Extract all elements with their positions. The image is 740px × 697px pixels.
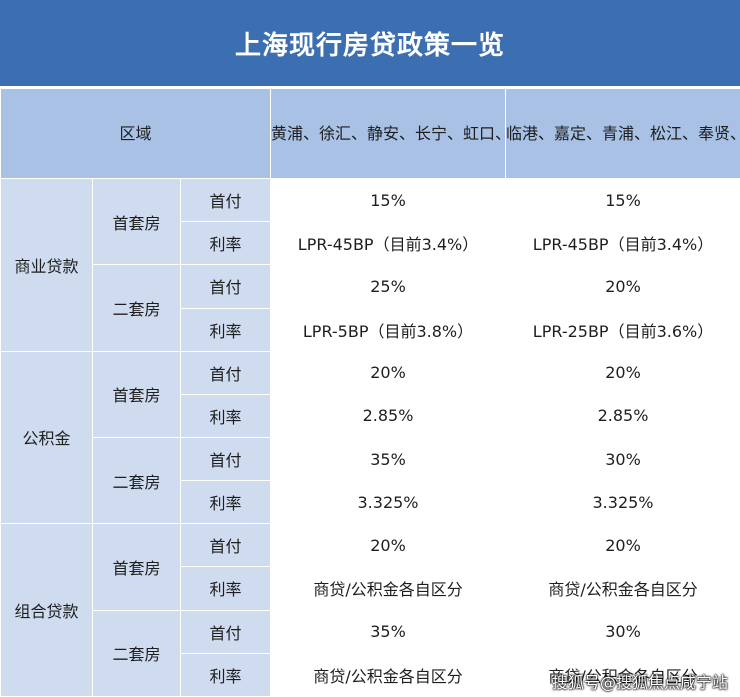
table-row: 二套房 首付 35% 30%: [1, 609, 740, 697]
row-label: 利率: [179, 221, 272, 266]
policy-table: 区域 黄浦、徐汇、静安、长宁、虹口、普陀、杨浦、闵行、崇明、浦东（除临港外） 临…: [0, 87, 740, 697]
group-label: 二套房: [92, 436, 181, 525]
value-cell-col1: 3.325%: [270, 480, 507, 525]
watermark: 搜狐号@搜狐焦点咸宁站: [551, 673, 728, 692]
header-col1: 黄浦、徐汇、静安、长宁、虹口、普陀、杨浦、闵行、崇明、浦东（除临港外）: [270, 87, 507, 180]
row-label: 利率: [179, 393, 272, 438]
row-label: 首付: [179, 178, 272, 223]
value-cell-col2: 商贷/公积金各自区分: [505, 566, 740, 611]
value-cell-col2: 2.85%: [505, 393, 740, 438]
row-label: 首付: [179, 264, 272, 309]
row-label: 利率: [179, 566, 272, 611]
value-cell-col1: LPR-45BP（目前3.4%）: [270, 221, 507, 266]
value-cell-col2: 20%: [505, 264, 740, 309]
row-label: 利率: [179, 480, 272, 525]
group-label: 二套房: [92, 609, 181, 697]
category-label: 公积金: [0, 350, 93, 525]
value-cell-col2: LPR-45BP（目前3.4%）: [505, 221, 740, 266]
value-cell-col2: 30%: [505, 436, 740, 482]
header-col2: 临港、嘉定、青浦、松江、奉贤、宝山、金山: [505, 87, 740, 180]
group-label: 二套房: [92, 264, 181, 352]
category-label: 组合贷款: [0, 523, 93, 697]
header-region: 区域: [0, 87, 272, 180]
value-cell-col1: 35%: [270, 436, 507, 482]
value-cell-col1: LPR-5BP（目前3.8%）: [270, 307, 507, 352]
group-label: 首套房: [92, 178, 181, 266]
value-cell-col2: LPR-25BP（目前3.6%）: [505, 307, 740, 352]
value-cell-col2: 30%: [505, 609, 740, 654]
value-cell-col1: 15%: [270, 178, 507, 223]
value-cell-col1: 商贷/公积金各自区分: [270, 566, 507, 611]
table-row: 二套房 首付 25% 20%: [1, 264, 740, 352]
table-row: 组合贷款 首套房 首付 20% 20%: [0, 523, 740, 697]
table-row: 利率 3.325% 3.325%: [1, 480, 740, 525]
value-cell-col1: 商贷/公积金各自区分: [270, 652, 507, 697]
table-row: 二套房 首付 35% 30%: [1, 436, 740, 525]
row-label: 首付: [179, 609, 272, 654]
value-cell-col1: 20%: [270, 350, 507, 395]
value-cell-col1: 25%: [270, 264, 507, 309]
row-label: 利率: [179, 652, 272, 697]
group-label: 首套房: [92, 350, 181, 438]
value-cell-col2: 商贷/公积金各自区分: [505, 652, 740, 697]
table-row: 利率 LPR-5BP（目前3.8%） LPR-25BP（目前3.6%）: [1, 307, 740, 352]
table-row: 利率 商贷/公积金各自区分 商贷/公积金各自区分: [1, 566, 740, 611]
row-label: 首付: [179, 436, 272, 482]
table-row: 公积金 首套房 首付 20% 20%: [0, 350, 740, 525]
value-cell-col2: 15%: [505, 178, 740, 223]
value-cell-col2: 20%: [505, 350, 740, 395]
value-cell-col2: 20%: [505, 523, 740, 568]
value-cell-col2: 3.325%: [505, 480, 740, 525]
table-row: 利率 商贷/公积金各自区分 商贷/公积金各自区分: [1, 652, 740, 697]
category-label: 商业贷款: [0, 178, 93, 352]
page-title: 上海现行房贷政策一览: [0, 0, 740, 88]
table-header-row: 区域 黄浦、徐汇、静安、长宁、虹口、普陀、杨浦、闵行、崇明、浦东（除临港外） 临…: [0, 87, 740, 180]
table-row: 利率 LPR-45BP（目前3.4%） LPR-45BP（目前3.4%）: [1, 221, 740, 266]
value-cell-col1: 20%: [270, 523, 507, 568]
row-label: 首付: [179, 523, 272, 568]
table-row: 利率 2.85% 2.85%: [1, 393, 740, 438]
value-cell-col1: 35%: [270, 609, 507, 654]
table-row: 商业贷款 首套房 首付 15% 15%: [0, 178, 740, 352]
row-label: 首付: [179, 350, 272, 395]
group-label: 首套房: [92, 523, 181, 611]
row-label: 利率: [179, 307, 272, 352]
value-cell-col1: 2.85%: [270, 393, 507, 438]
